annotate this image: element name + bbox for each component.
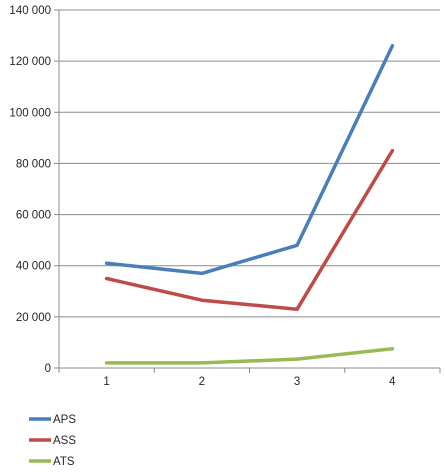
y-axis-tick-labels: 0 20 000 40 000 60 000 80 000 100 000 120 000 1…: [9, 5, 51, 375]
y-tick-label: 0: [45, 363, 51, 375]
series-lines: [104, 44, 395, 365]
legend: APS ASS ATS: [29, 414, 76, 468]
y-tick-label: 20 000: [16, 312, 51, 324]
series-line-ats: [104, 347, 395, 365]
legend-label-aps: APS: [53, 414, 76, 426]
x-tick-label: 4: [389, 376, 396, 388]
y-tick-label: 100 000: [9, 107, 51, 119]
series-line-ass: [104, 148, 395, 311]
y-tick-label: 60 000: [16, 210, 51, 222]
x-axis-tick-labels: 1 2 3 4: [103, 376, 396, 388]
y-tick-label: 140 000: [9, 5, 51, 17]
y-tick-label: 80 000: [16, 158, 51, 170]
legend-label-ats: ATS: [53, 456, 75, 468]
x-tick-label: 1: [103, 376, 109, 388]
legend-label-ass: ASS: [53, 435, 76, 447]
y-tick-label: 120 000: [9, 56, 51, 68]
series-line-aps: [104, 44, 395, 276]
x-tick-label: 3: [294, 376, 300, 388]
y-tick-label: 40 000: [16, 261, 51, 273]
axes: [54, 9, 441, 373]
x-tick-label: 2: [199, 376, 205, 388]
